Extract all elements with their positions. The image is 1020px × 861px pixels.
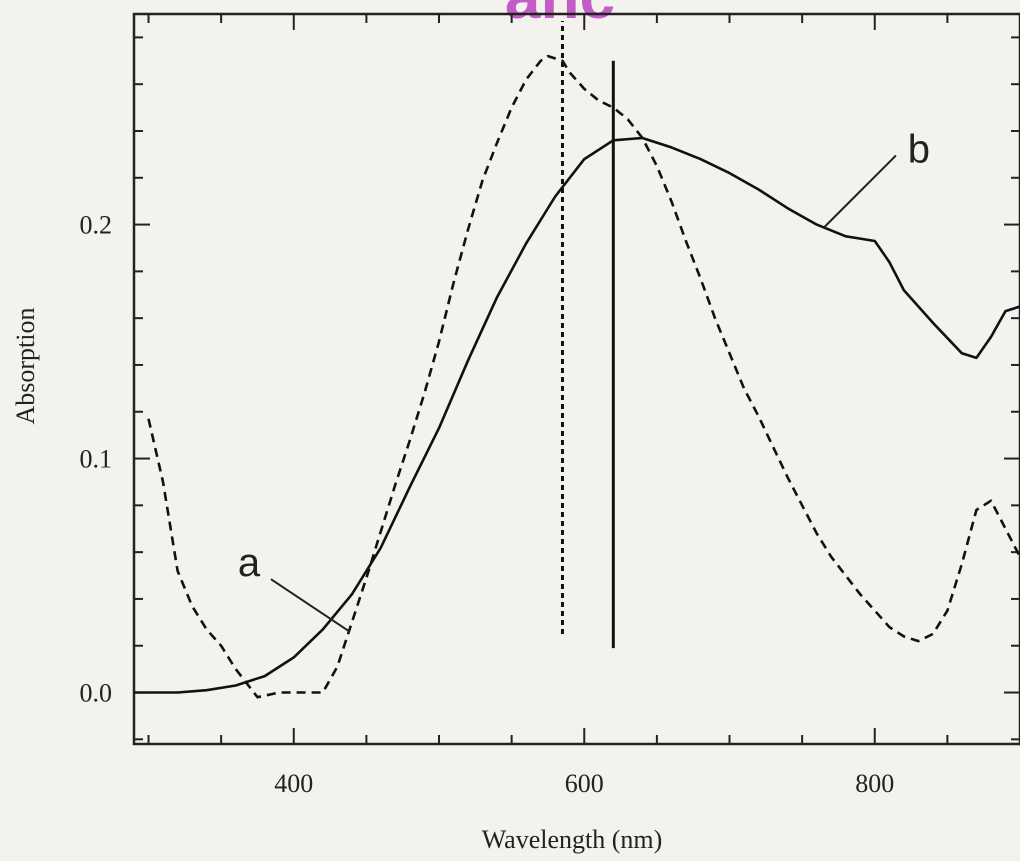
y-tick-label: 0.1 xyxy=(80,445,113,474)
annotation-leader-a xyxy=(270,578,350,633)
curve-label-a: a xyxy=(238,541,261,585)
axis-ticks xyxy=(134,14,1020,744)
x-axis-title: Wavelength (nm) xyxy=(482,825,663,854)
tick-labels: 400 600 800 0.0 0.1 0.2 xyxy=(80,211,895,798)
plot-frame xyxy=(132,12,1020,746)
x-tick-label: 400 xyxy=(274,769,313,798)
y-tick-label: 0.2 xyxy=(80,211,113,240)
watermark-logo: anc xyxy=(505,0,615,32)
reference-lines xyxy=(560,21,615,649)
series-layer xyxy=(134,54,1020,699)
y-tick-label: 0.0 xyxy=(80,679,113,708)
series-b-line xyxy=(134,136,1020,694)
curve-label-b: b xyxy=(908,128,930,172)
annotation-leader-b xyxy=(823,154,897,229)
series-a-line xyxy=(147,54,1020,699)
curve-annotations: ab xyxy=(238,128,930,633)
x-tick-label: 800 xyxy=(855,769,894,798)
y-axis-title: Absorption xyxy=(11,308,40,425)
x-tick-label: 600 xyxy=(565,769,604,798)
